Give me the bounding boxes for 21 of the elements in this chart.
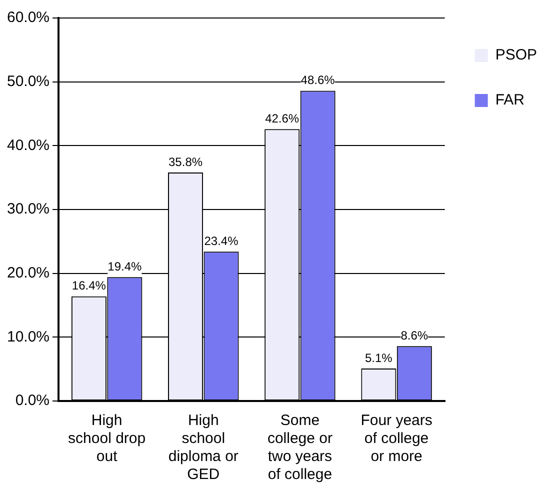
data-label: 23.4%: [204, 234, 239, 248]
y-tick-label: 10.0%: [6, 328, 50, 346]
y-tick-label: 40.0%: [6, 136, 50, 154]
y-tick-label: 20.0%: [6, 264, 50, 282]
data-label: 16.4%: [72, 278, 106, 293]
y-tick-label: 60.0%: [6, 9, 50, 26]
y-tick-label: 0.0%: [15, 392, 50, 410]
x-tick-label: Four years of college or more: [360, 412, 432, 466]
data-label: 48.6%: [300, 73, 336, 88]
legend-label: PSOP: [495, 46, 538, 64]
x-tick-label: High school diploma or GED: [168, 412, 238, 484]
y-tick-label: 50.0%: [6, 72, 50, 90]
data-label: 35.8%: [168, 154, 203, 169]
data-label: 8.6%: [400, 328, 428, 342]
y-tick-label: 30.0%: [6, 200, 50, 218]
data-label: 5.1%: [364, 350, 393, 365]
data-label: 19.4%: [108, 259, 142, 274]
data-label: 42.6%: [265, 111, 300, 126]
legend-label: FAR: [495, 92, 525, 109]
x-tick-label: Some college or two years of college: [267, 412, 332, 484]
x-tick-label: High school drop out: [68, 412, 146, 466]
